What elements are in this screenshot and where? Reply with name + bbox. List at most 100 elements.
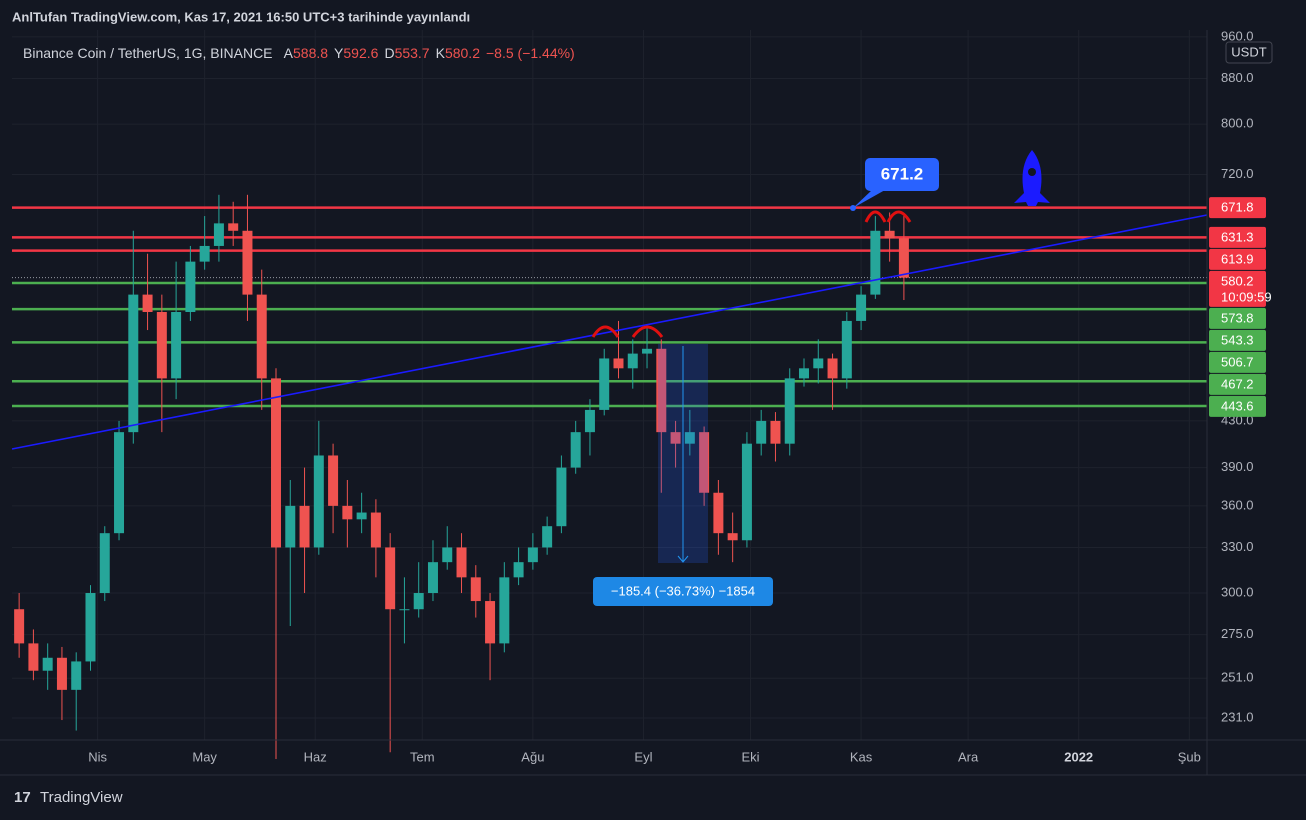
price-badge-label: 631.3	[1221, 229, 1254, 244]
change: −8.5 (−1.44%)	[486, 45, 575, 61]
levels	[12, 206, 1207, 408]
trend-line	[11, 214, 1208, 450]
candle-body	[328, 455, 339, 506]
candle-body	[199, 245, 210, 262]
grid	[12, 30, 1207, 740]
price-badge-label: 580.2	[1221, 273, 1254, 288]
candle-body	[741, 443, 752, 541]
currency-label: USDT	[1231, 44, 1266, 59]
y-tick-label: 360.0	[1221, 497, 1254, 512]
candle-body	[713, 492, 724, 534]
top-arc	[864, 210, 887, 223]
candles	[14, 194, 909, 760]
candle-body	[71, 661, 82, 690]
candle-body	[570, 432, 581, 468]
price-badge-label: 467.2	[1221, 376, 1254, 391]
candle-body	[542, 526, 553, 548]
y-tick-label: 300.0	[1221, 584, 1254, 599]
candle-body	[727, 533, 738, 541]
candle-body	[156, 312, 167, 379]
candle-body	[784, 378, 795, 444]
measure-arrow-head	[677, 555, 689, 563]
ohlc-value: 580.2	[445, 45, 480, 61]
y-tick-label: 880.0	[1221, 70, 1254, 85]
candle-body	[171, 312, 182, 379]
candle-body	[770, 420, 781, 444]
top-arc	[631, 325, 664, 338]
candle-body	[827, 358, 838, 379]
candle-body	[684, 432, 695, 444]
candle-body	[228, 223, 239, 231]
candle-body	[356, 512, 367, 520]
ohlc-key: A	[284, 45, 294, 61]
symbol: Binance Coin / TetherUS, 1G, BINANCE	[23, 45, 273, 61]
candle-body	[556, 467, 567, 527]
ohlc-value: 588.8	[293, 45, 328, 61]
candle-body	[870, 230, 881, 295]
header-title: AnlTufan TradingView.com, Kas 17, 2021 1…	[12, 9, 470, 24]
candle-body	[99, 533, 110, 594]
x-tick-label: Ağu	[521, 749, 544, 764]
x-tick-label: 2022	[1064, 749, 1093, 764]
price-badge-label: 671.8	[1221, 200, 1254, 215]
candle-body	[485, 601, 496, 644]
currency-box	[1225, 41, 1273, 64]
candle-body	[898, 238, 909, 278]
footer-logo: 17	[14, 789, 31, 806]
candle-body	[599, 358, 610, 410]
y-tick-label: 330.0	[1221, 539, 1254, 554]
price-badge-label: 573.8	[1221, 310, 1254, 325]
candle-body	[799, 368, 809, 379]
candle-body	[85, 593, 96, 662]
candle-body	[613, 358, 624, 369]
price-badge-label: 506.7	[1221, 354, 1254, 369]
legend: Binance Coin / TetherUS, 1G, BINANCE A58…	[23, 45, 575, 61]
candle-body	[513, 562, 524, 578]
candle-body	[699, 432, 710, 493]
candle-body	[313, 455, 324, 548]
candle-body	[56, 657, 67, 690]
callout-label: 671.2	[881, 164, 924, 183]
candle-body	[385, 547, 396, 610]
top-arc	[591, 325, 620, 338]
candle-body	[42, 657, 53, 671]
x-tick-label: Ara	[958, 749, 979, 764]
candle-body	[399, 609, 410, 611]
candle-body	[242, 230, 253, 295]
candle-body	[342, 505, 353, 520]
candle-body	[271, 378, 281, 548]
x-tick-label: Haz	[304, 749, 327, 764]
candle-body	[142, 294, 153, 313]
x-tick-label: Şub	[1178, 749, 1201, 764]
price-badge-label: 443.6	[1221, 398, 1254, 413]
x-tick-label: Eki	[741, 749, 759, 764]
price-badge	[1209, 329, 1266, 351]
candle-body	[285, 505, 296, 548]
price-badge	[1209, 395, 1266, 417]
x-tick-label: Tem	[410, 749, 435, 764]
candle-body	[499, 577, 510, 644]
candle-body	[370, 512, 381, 548]
ohlc-value: 592.6	[343, 45, 378, 61]
measure-label-box	[593, 577, 773, 606]
candle-body	[813, 358, 824, 369]
candle-body	[413, 593, 424, 610]
y-tick-label: 720.0	[1221, 166, 1254, 181]
candle-body	[627, 353, 638, 369]
price-badge	[1209, 226, 1266, 248]
callout-pointer	[853, 190, 885, 208]
price-badges: 671.8 631.3 613.9 580.210:09:59 573.8 543.3 50…	[1209, 197, 1272, 417]
candle-body	[185, 261, 196, 313]
ohlc-key: Y	[334, 45, 344, 61]
y-tick-label: 390.0	[1221, 459, 1254, 474]
y-tick-label: 960.0	[1221, 28, 1254, 43]
rocket-icon	[1014, 150, 1050, 206]
y-tick-label: 275.0	[1221, 626, 1254, 641]
footer-brand: TradingView	[40, 789, 123, 806]
price-badge	[1209, 270, 1266, 307]
price-badge	[1209, 351, 1266, 373]
candle-body	[656, 348, 667, 433]
y-tick-label: 231.0	[1221, 709, 1254, 724]
candle-body	[884, 230, 895, 239]
